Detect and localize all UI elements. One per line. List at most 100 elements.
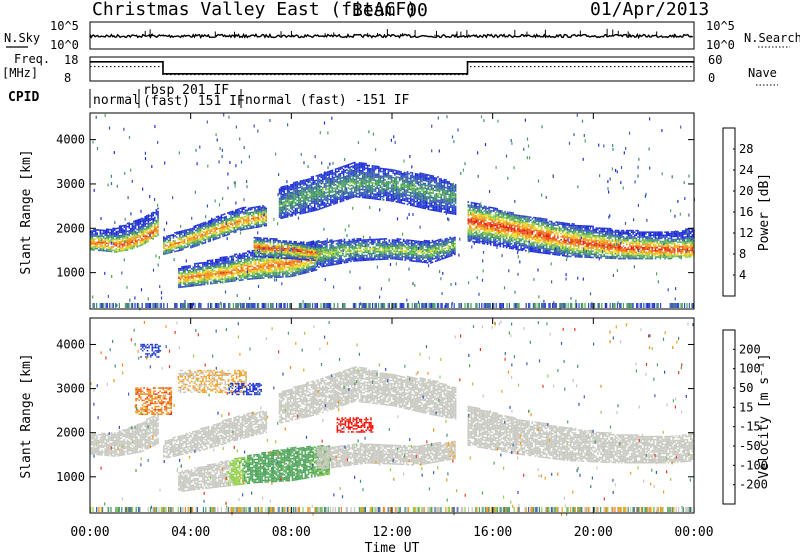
heatmap-cell <box>289 207 292 210</box>
heatmap-cell <box>278 213 281 215</box>
heatmap-cell <box>98 246 100 248</box>
heatmap-cell <box>254 211 256 213</box>
heatmap-cell <box>348 256 351 258</box>
heatmap-cell <box>216 266 219 269</box>
frequency-panel: Freq. [MHz] 18 8 60 0 Nave <box>2 52 778 86</box>
heatmap-cell <box>200 276 203 278</box>
heatmap-cell <box>120 239 122 241</box>
heatmap-cell <box>382 252 384 254</box>
heatmap-cell <box>198 268 201 271</box>
heatmap-cell <box>354 250 357 253</box>
heatmap-cell <box>328 175 330 177</box>
heatmap-cell <box>194 266 196 268</box>
heatmap-cell <box>226 270 228 272</box>
heatmap-cell <box>147 232 150 235</box>
heatmap-cell <box>407 244 410 246</box>
heatmap-cell <box>90 248 92 251</box>
heatmap-cell <box>349 191 351 193</box>
heatmap-cell <box>172 237 175 239</box>
heatmap-cell <box>224 265 227 268</box>
heatmap-cell <box>246 223 248 225</box>
heatmap-cell <box>310 270 313 272</box>
heatmap-cell <box>219 229 221 231</box>
heatmap-cell <box>367 249 370 252</box>
heatmap-cell <box>349 192 351 195</box>
heatmap-cell <box>307 269 310 272</box>
heatmap-cell <box>326 246 328 248</box>
heatmap-cell <box>340 246 343 249</box>
heatmap-cell <box>231 212 234 214</box>
heatmap-cell <box>334 196 337 198</box>
heatmap-cell <box>353 249 355 251</box>
heatmap-cell <box>310 193 313 195</box>
heatmap-cell <box>428 254 431 256</box>
heatmap-cell <box>120 228 122 231</box>
heatmap-cell <box>216 272 219 275</box>
heatmap-cell <box>195 234 197 236</box>
heatmap-cell <box>262 223 264 226</box>
heatmap-cell <box>235 215 237 218</box>
heatmap-cell <box>343 240 346 242</box>
heatmap-cell <box>90 233 92 235</box>
heatmap-cell <box>341 187 343 190</box>
heatmap-cell <box>157 232 159 235</box>
heatmap-cell <box>334 248 336 250</box>
heatmap-cell <box>415 254 418 256</box>
heatmap-cell <box>314 204 316 207</box>
heatmap-cell <box>288 214 290 216</box>
heatmap-cell <box>374 240 376 242</box>
heatmap-cell <box>328 170 330 173</box>
heatmap-cell <box>147 222 150 224</box>
heatmap-cell <box>267 253 270 256</box>
heatmap-cell <box>152 219 154 222</box>
heatmap-cell <box>232 272 235 275</box>
heatmap-cell <box>442 254 445 257</box>
heatmap-cell <box>192 277 195 279</box>
heatmap-cell <box>406 254 408 257</box>
heatmap-cell <box>203 242 205 244</box>
heatmap-cell <box>234 266 236 268</box>
heatmap-cell <box>90 242 92 245</box>
heatmap-cell <box>224 256 227 258</box>
heatmap-cell <box>259 263 262 265</box>
heatmap-cell <box>298 191 300 194</box>
heatmap-cell <box>326 202 329 204</box>
heatmap-cell <box>266 259 268 262</box>
heatmap-cell <box>114 251 116 253</box>
heatmap-cell <box>275 270 278 272</box>
heatmap-cell <box>171 248 173 250</box>
heatmap-cell <box>208 262 211 265</box>
heatmap-cell <box>436 249 439 251</box>
heatmap-cell <box>345 260 347 262</box>
heatmap-cell <box>325 181 327 183</box>
heatmap-cell <box>285 196 287 198</box>
heatmap-cell <box>243 222 245 224</box>
heatmap-cell <box>301 250 304 253</box>
heatmap-cell <box>177 242 179 244</box>
heatmap-cell <box>245 271 247 273</box>
heatmap-cell <box>296 195 298 197</box>
heatmap-cell <box>221 272 223 274</box>
heatmap-cell <box>362 259 365 262</box>
heatmap-cell <box>304 191 306 194</box>
heatmap-cell <box>301 243 303 245</box>
heatmap-cell <box>322 257 325 260</box>
heatmap-cell <box>326 188 329 190</box>
heatmap-cell <box>155 213 158 216</box>
heatmap-cell <box>428 245 431 247</box>
heatmap-cell <box>322 259 325 261</box>
heatmap-cell <box>439 255 442 258</box>
heatmap-cell <box>107 242 110 245</box>
heatmap-cell <box>296 182 298 185</box>
heatmap-cell <box>302 261 305 264</box>
heatmap-cell <box>163 251 165 254</box>
heatmap-cell <box>341 189 343 192</box>
heatmap-cell <box>294 201 297 204</box>
heatmap-cell <box>256 257 259 259</box>
heatmap-cell <box>338 244 341 246</box>
heatmap-cell <box>248 278 251 280</box>
heatmap-cell <box>142 238 145 241</box>
heatmap-cell <box>339 197 342 200</box>
heatmap-cell <box>120 250 122 252</box>
heatmap-cell <box>306 196 308 198</box>
